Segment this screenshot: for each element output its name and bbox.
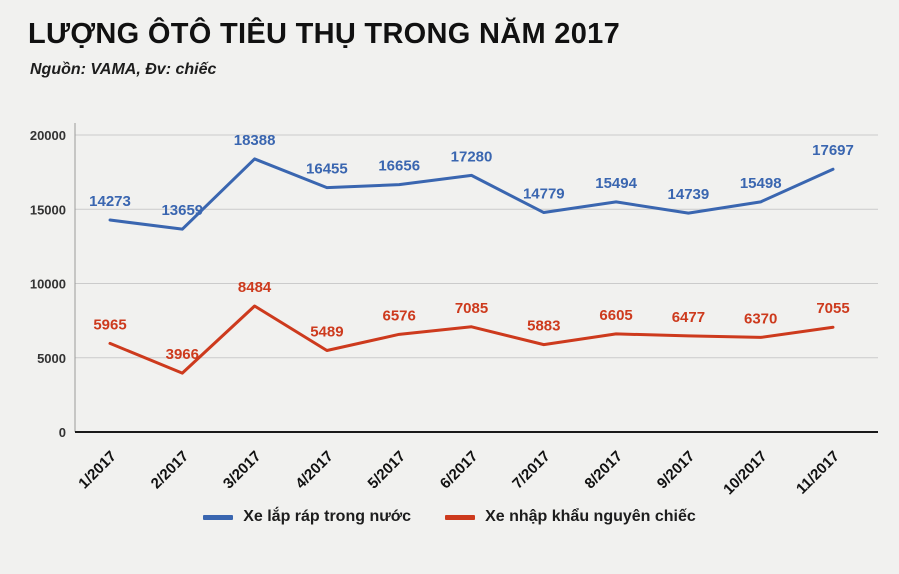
data-label: 6605 bbox=[599, 307, 632, 324]
y-axis-tick-label: 10000 bbox=[30, 277, 66, 292]
legend-marker-blue bbox=[203, 514, 234, 520]
data-label: 15498 bbox=[740, 175, 782, 192]
data-label: 5965 bbox=[93, 316, 126, 333]
x-axis-tick-label: 6/2017 bbox=[437, 448, 481, 492]
data-label: 7085 bbox=[455, 300, 488, 317]
data-label: 6477 bbox=[672, 309, 705, 326]
data-label: 6370 bbox=[744, 310, 777, 327]
data-label: 16656 bbox=[378, 158, 420, 175]
data-label: 13659 bbox=[161, 202, 203, 219]
y-axis-tick-label: 5000 bbox=[37, 351, 66, 366]
chart-title: LƯỢNG ÔTÔ TIÊU THỤ TRONG NĂM 2017 bbox=[28, 18, 621, 50]
x-axis-tick-label: 9/2017 bbox=[654, 448, 698, 492]
x-axis-tick-label: 4/2017 bbox=[292, 448, 336, 492]
legend-label-domestic: Xe lắp ráp trong nước bbox=[243, 508, 412, 525]
chart-subtitle: Nguồn: VAMA, Đv: chiếc bbox=[30, 61, 217, 78]
x-axis-tick-label: 11/2017 bbox=[793, 448, 843, 498]
series-line-0 bbox=[108, 157, 835, 231]
data-label: 15494 bbox=[595, 175, 637, 192]
data-label: 3966 bbox=[166, 346, 199, 363]
data-label: 5489 bbox=[310, 323, 343, 340]
data-label: 17280 bbox=[451, 148, 493, 165]
y-axis-tick-label: 15000 bbox=[30, 202, 66, 217]
y-axis-tick-label: 20000 bbox=[30, 128, 66, 143]
x-axis-tick-label: 2/2017 bbox=[148, 448, 192, 492]
x-axis-tick-label: 10/2017 bbox=[720, 448, 770, 498]
legend-label-imported: Xe nhập khẩu nguyên chiếc bbox=[485, 508, 696, 525]
chart-legend: Xe lắp ráp trong nước Xe nhập khẩu nguyê… bbox=[0, 508, 899, 526]
data-label: 14273 bbox=[89, 193, 131, 210]
x-axis-tick-label: 7/2017 bbox=[509, 448, 553, 492]
series-line-1 bbox=[108, 304, 835, 375]
x-axis-tick-label: 1/2017 bbox=[75, 448, 119, 492]
x-axis-tick-label: 5/2017 bbox=[365, 448, 409, 492]
data-label: 17697 bbox=[812, 142, 854, 159]
x-axis-tick-label: 8/2017 bbox=[581, 448, 625, 492]
legend-item-domestic: Xe lắp ráp trong nước bbox=[203, 508, 411, 526]
chart-header: LƯỢNG ÔTÔ TIÊU THỤ TRONG NĂM 2017 Nguồn:… bbox=[28, 18, 620, 79]
legend-item-imported: Xe nhập khẩu nguyên chiếc bbox=[445, 508, 696, 526]
data-label: 5883 bbox=[527, 318, 560, 335]
data-label: 14779 bbox=[523, 186, 565, 203]
x-axis-tick-label: 3/2017 bbox=[220, 448, 264, 492]
data-label: 16455 bbox=[306, 161, 348, 178]
legend-marker-red bbox=[445, 514, 476, 520]
data-label: 14739 bbox=[668, 186, 710, 203]
y-axis-tick-label: 0 bbox=[59, 425, 66, 440]
data-label: 8484 bbox=[238, 279, 272, 296]
data-label: 6576 bbox=[383, 307, 416, 324]
data-label: 18388 bbox=[234, 132, 276, 149]
data-label: 7055 bbox=[816, 300, 849, 317]
